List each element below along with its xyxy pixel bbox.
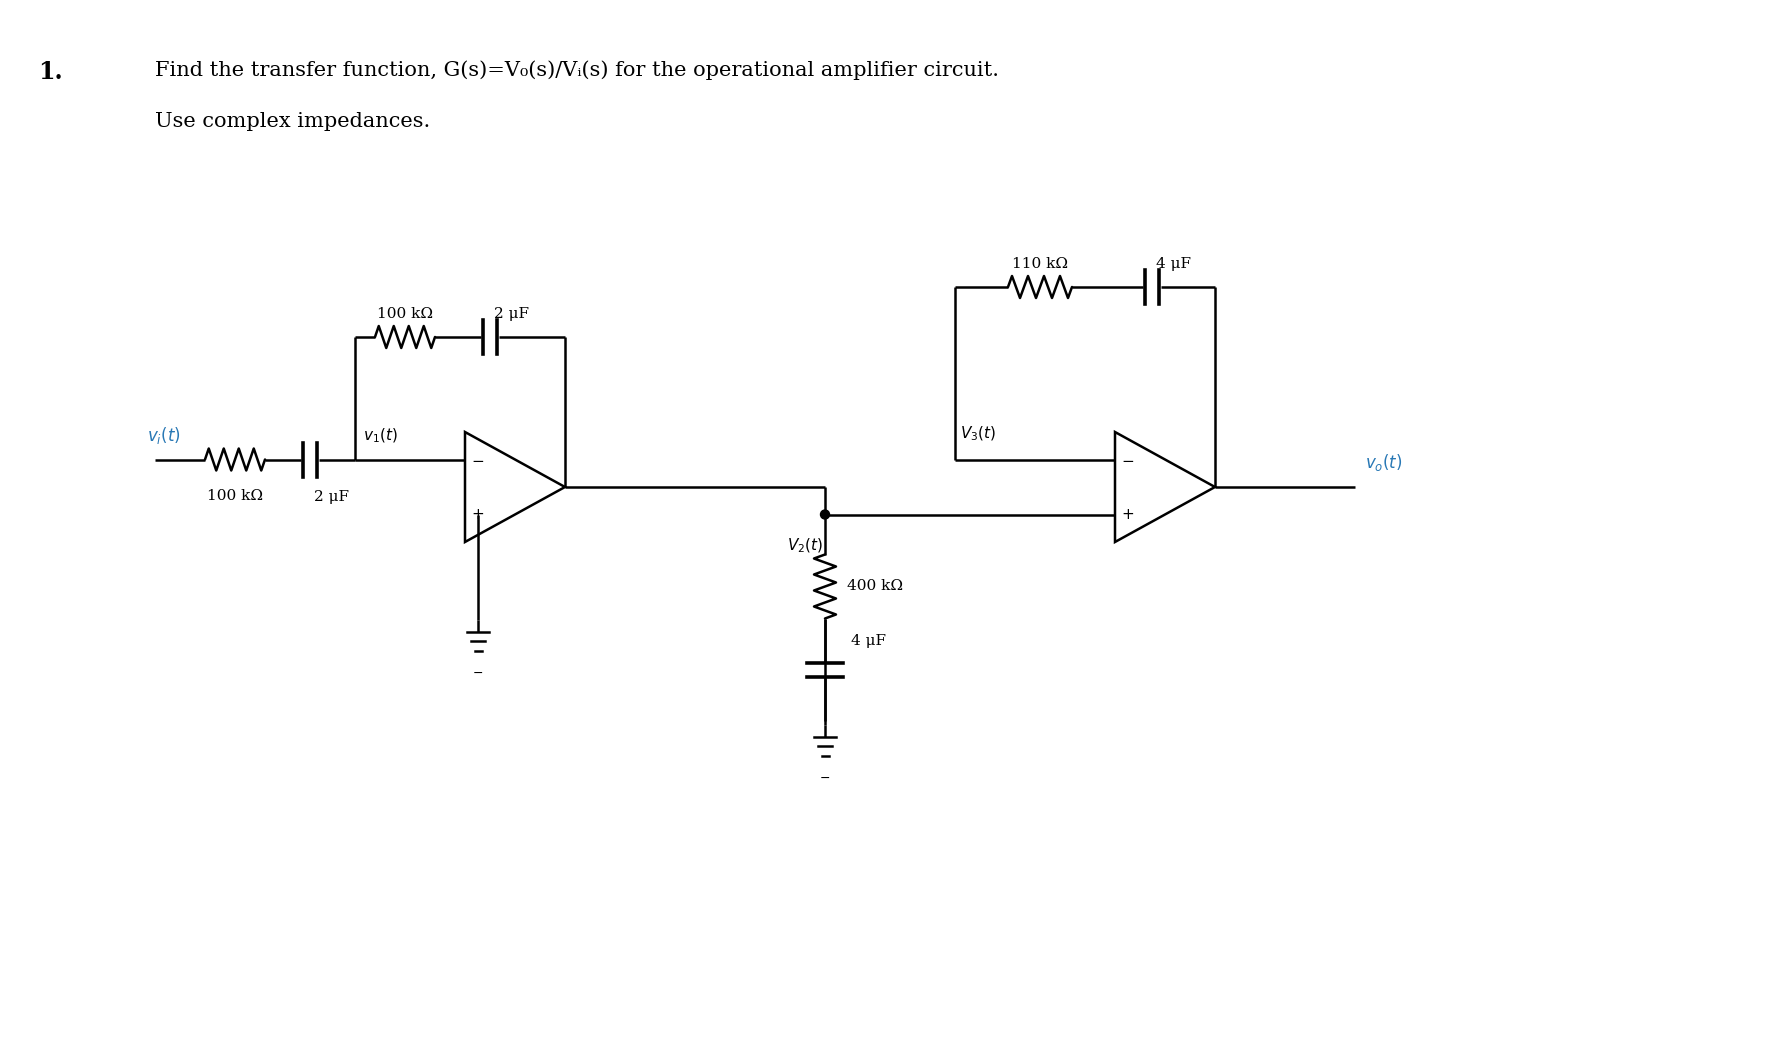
Text: $v_i(t)$: $v_i(t)$ bbox=[147, 424, 181, 446]
Text: 2 μF: 2 μF bbox=[314, 490, 350, 503]
Text: $v_o(t)$: $v_o(t)$ bbox=[1365, 452, 1402, 473]
Text: 4 μF: 4 μF bbox=[1157, 257, 1191, 271]
Text: $+$: $+$ bbox=[472, 507, 485, 522]
Text: $V_3(t)$: $V_3(t)$ bbox=[960, 425, 996, 444]
Text: 400 kΩ: 400 kΩ bbox=[847, 579, 903, 594]
Text: Use complex impedances.: Use complex impedances. bbox=[154, 111, 430, 131]
Text: Find the transfer function, G(s)=V₀(s)/Vᵢ(s) for the operational amplifier circu: Find the transfer function, G(s)=V₀(s)/V… bbox=[154, 60, 999, 79]
Text: 1.: 1. bbox=[37, 60, 62, 84]
Text: 4 μF: 4 μF bbox=[850, 635, 886, 648]
Text: 100 kΩ: 100 kΩ bbox=[376, 307, 433, 321]
Text: $V_2(t)$: $V_2(t)$ bbox=[786, 537, 824, 555]
Text: $-$: $-$ bbox=[472, 452, 485, 467]
Text: $-$: $-$ bbox=[1122, 452, 1134, 467]
Text: 110 kΩ: 110 kΩ bbox=[1012, 257, 1069, 271]
Text: $v_1(t)$: $v_1(t)$ bbox=[364, 427, 398, 446]
Text: $+$: $+$ bbox=[1122, 507, 1134, 522]
Text: 100 kΩ: 100 kΩ bbox=[208, 490, 263, 503]
Circle shape bbox=[820, 510, 829, 519]
Text: $-$: $-$ bbox=[820, 770, 831, 784]
Text: $-$: $-$ bbox=[472, 666, 483, 678]
Text: 2 μF: 2 μF bbox=[495, 307, 529, 321]
